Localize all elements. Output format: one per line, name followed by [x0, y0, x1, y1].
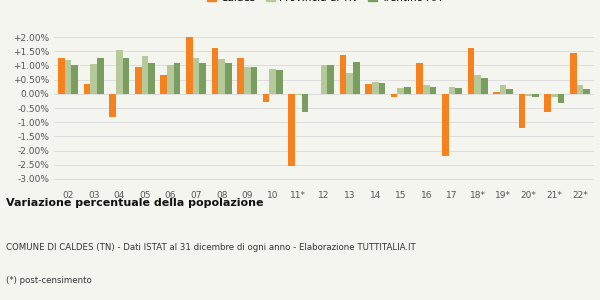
Bar [430, 87, 436, 94]
Bar [481, 78, 488, 94]
Bar [455, 88, 462, 94]
Bar [583, 89, 590, 94]
Bar [372, 82, 379, 94]
Bar [263, 94, 269, 102]
Bar [353, 62, 359, 94]
Bar [519, 94, 526, 128]
Bar [65, 60, 71, 94]
Bar [570, 53, 577, 94]
Bar [148, 63, 155, 94]
Bar [122, 58, 129, 94]
Text: Variazione percentuale della popolazione: Variazione percentuale della popolazione [6, 198, 263, 208]
Bar [416, 64, 423, 94]
Bar [276, 70, 283, 94]
Bar [532, 94, 539, 97]
Bar [186, 37, 193, 94]
Bar [295, 94, 302, 95]
Text: COMUNE DI CALDES (TN) - Dati ISTAT al 31 dicembre di ogni anno - Elaborazione TU: COMUNE DI CALDES (TN) - Dati ISTAT al 31… [6, 243, 416, 252]
Bar [391, 94, 397, 97]
Bar [167, 65, 174, 94]
Bar [218, 59, 225, 94]
Bar [109, 94, 116, 116]
Bar [174, 63, 181, 94]
Bar [551, 94, 557, 97]
Bar [442, 94, 449, 156]
Bar [97, 58, 104, 94]
Bar [135, 67, 142, 94]
Bar [251, 67, 257, 94]
Bar [557, 94, 565, 103]
Bar [212, 48, 218, 94]
Bar [91, 64, 97, 94]
Text: (*) post-censimento: (*) post-censimento [6, 276, 92, 285]
Bar [500, 85, 506, 94]
Bar [193, 58, 199, 94]
Bar [397, 88, 404, 94]
Bar [83, 84, 91, 94]
Bar [577, 85, 583, 94]
Bar [199, 63, 206, 94]
Bar [328, 65, 334, 94]
Bar [237, 58, 244, 94]
Bar [423, 85, 430, 94]
Bar [302, 94, 308, 112]
Bar [467, 48, 474, 94]
Bar [404, 87, 411, 94]
Bar [142, 56, 148, 94]
Bar [493, 92, 500, 94]
Bar [71, 64, 78, 94]
Bar [526, 94, 532, 96]
Bar [116, 50, 122, 94]
Bar [58, 58, 65, 94]
Bar [269, 69, 276, 94]
Bar [365, 84, 372, 94]
Bar [544, 94, 551, 112]
Bar [225, 63, 232, 94]
Bar [506, 89, 513, 94]
Bar [160, 75, 167, 94]
Bar [340, 55, 346, 94]
Bar [474, 75, 481, 94]
Bar [346, 73, 353, 94]
Bar [320, 65, 328, 94]
Bar [244, 68, 251, 94]
Bar [449, 87, 455, 94]
Legend: Caldes, Provincia di TN, Trentino-AA: Caldes, Provincia di TN, Trentino-AA [203, 0, 445, 7]
Bar [289, 94, 295, 166]
Bar [379, 83, 385, 94]
